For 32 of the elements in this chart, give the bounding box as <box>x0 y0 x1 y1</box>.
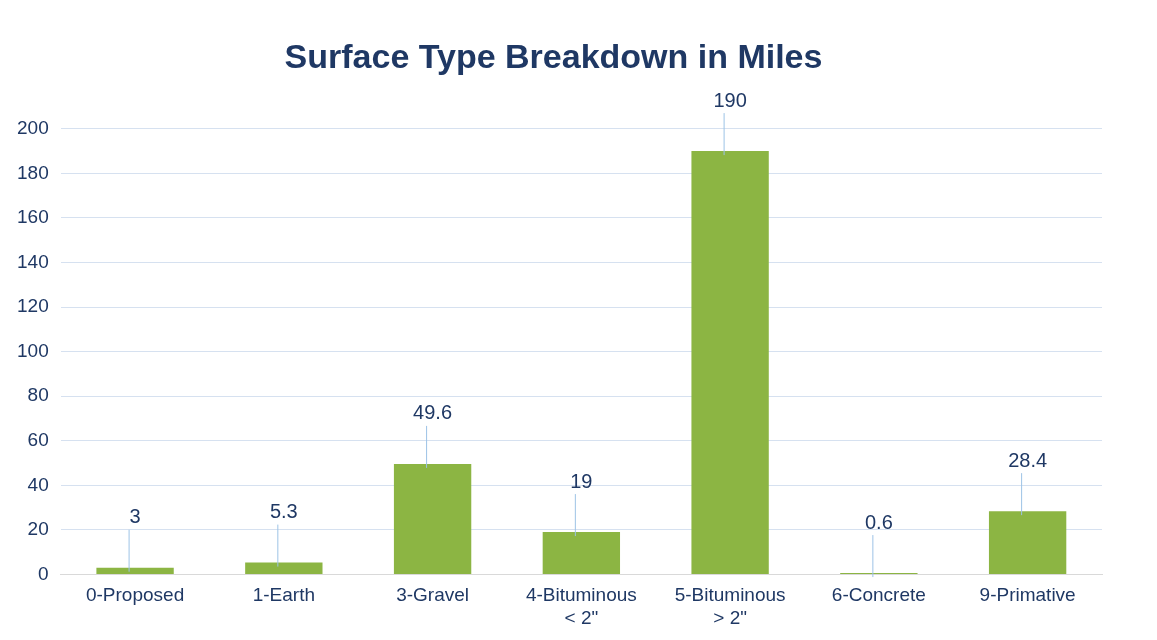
data-label: 3 <box>129 505 141 528</box>
bar <box>542 532 621 574</box>
chart-title: Surface Type Breakdown in Miles <box>284 36 823 75</box>
data-label: 28.4 <box>1008 448 1048 471</box>
bar <box>393 463 472 574</box>
y-tick-label: 40 <box>27 473 49 495</box>
bar <box>96 567 174 574</box>
x-tick-label: 3-Gravel <box>396 584 470 606</box>
x-tick-label: 1-Earth <box>252 584 315 606</box>
y-tick-label: 180 <box>17 161 49 183</box>
x-tick-label: 4-Bituminous < 2" <box>525 584 637 628</box>
bar <box>988 511 1067 574</box>
data-label: 190 <box>713 88 747 111</box>
y-tick-label: 0 <box>38 562 49 584</box>
x-tick-label: 5-Bituminous > 2" <box>674 584 786 628</box>
data-label: 5.3 <box>269 500 298 523</box>
x-tick-label: 0-Proposed <box>85 584 185 606</box>
data-label: 49.6 <box>413 401 453 424</box>
data-label: 0.6 <box>864 510 893 533</box>
y-tick-label: 100 <box>17 339 49 361</box>
y-tick-label: 140 <box>17 250 49 272</box>
x-tick-label: 9-Primative <box>979 584 1076 606</box>
y-tick-label: 60 <box>27 428 49 450</box>
y-tick-label: 80 <box>27 384 49 406</box>
x-tick-label: 6-Concrete <box>831 584 926 606</box>
y-tick-label: 160 <box>17 206 49 228</box>
bar <box>691 151 769 574</box>
y-tick-label: 20 <box>27 518 49 540</box>
y-tick-label: 200 <box>17 117 49 139</box>
y-tick-label: 120 <box>17 295 49 317</box>
data-label: 19 <box>570 469 593 492</box>
bar <box>245 562 323 574</box>
